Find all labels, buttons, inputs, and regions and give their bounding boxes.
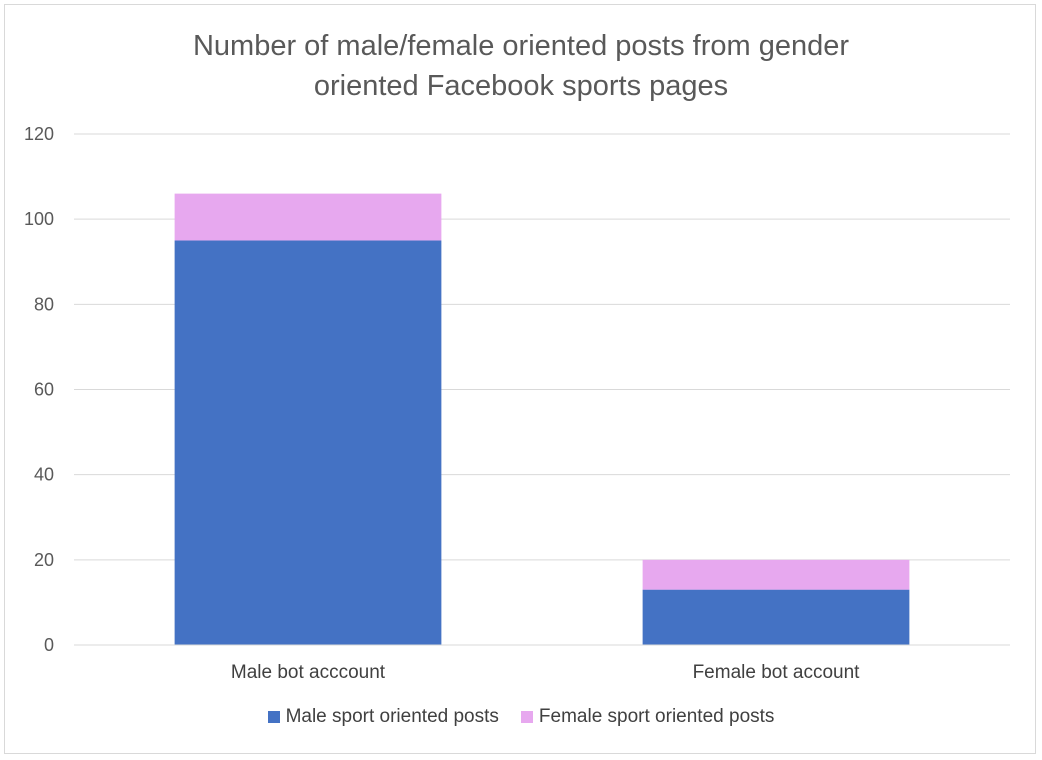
- bar-female-posts-male-bot: [174, 193, 442, 241]
- legend: Male sport oriented posts Female sport o…: [0, 706, 1042, 728]
- chart-title-line-2: oriented Facebook sports pages: [313, 70, 729, 102]
- legend-item-female: Female sport oriented posts: [520, 706, 775, 728]
- y-tick-label-80: 80: [34, 294, 54, 314]
- chart-title: Number of male/female oriented posts fro…: [0, 26, 1042, 106]
- chart-title-line-1: Number of male/female oriented posts fro…: [192, 30, 850, 62]
- y-tick-label-0: 0: [44, 635, 54, 655]
- x-tick-label-female-bot: Female bot account: [693, 662, 861, 683]
- legend-swatch-male: [267, 711, 280, 723]
- bar-male-posts-male-bot: [174, 240, 442, 646]
- y-tick-label-60: 60: [34, 380, 54, 400]
- y-tick-label-40: 40: [34, 465, 54, 485]
- y-tick-label-20: 20: [34, 550, 54, 570]
- x-tick-label-male-bot: Male bot acccount: [231, 662, 386, 683]
- bar-female-posts-female-bot: [642, 559, 910, 590]
- legend-label-male: Male sport oriented posts: [285, 706, 499, 727]
- y-tick-label-120: 120: [24, 124, 54, 144]
- legend-label-female: Female sport oriented posts: [538, 706, 775, 727]
- bar-male-posts-female-bot: [642, 589, 910, 645]
- legend-swatch-female: [520, 711, 533, 723]
- y-tick-label-100: 100: [24, 209, 54, 229]
- legend-item-male: Male sport oriented posts: [267, 706, 499, 728]
